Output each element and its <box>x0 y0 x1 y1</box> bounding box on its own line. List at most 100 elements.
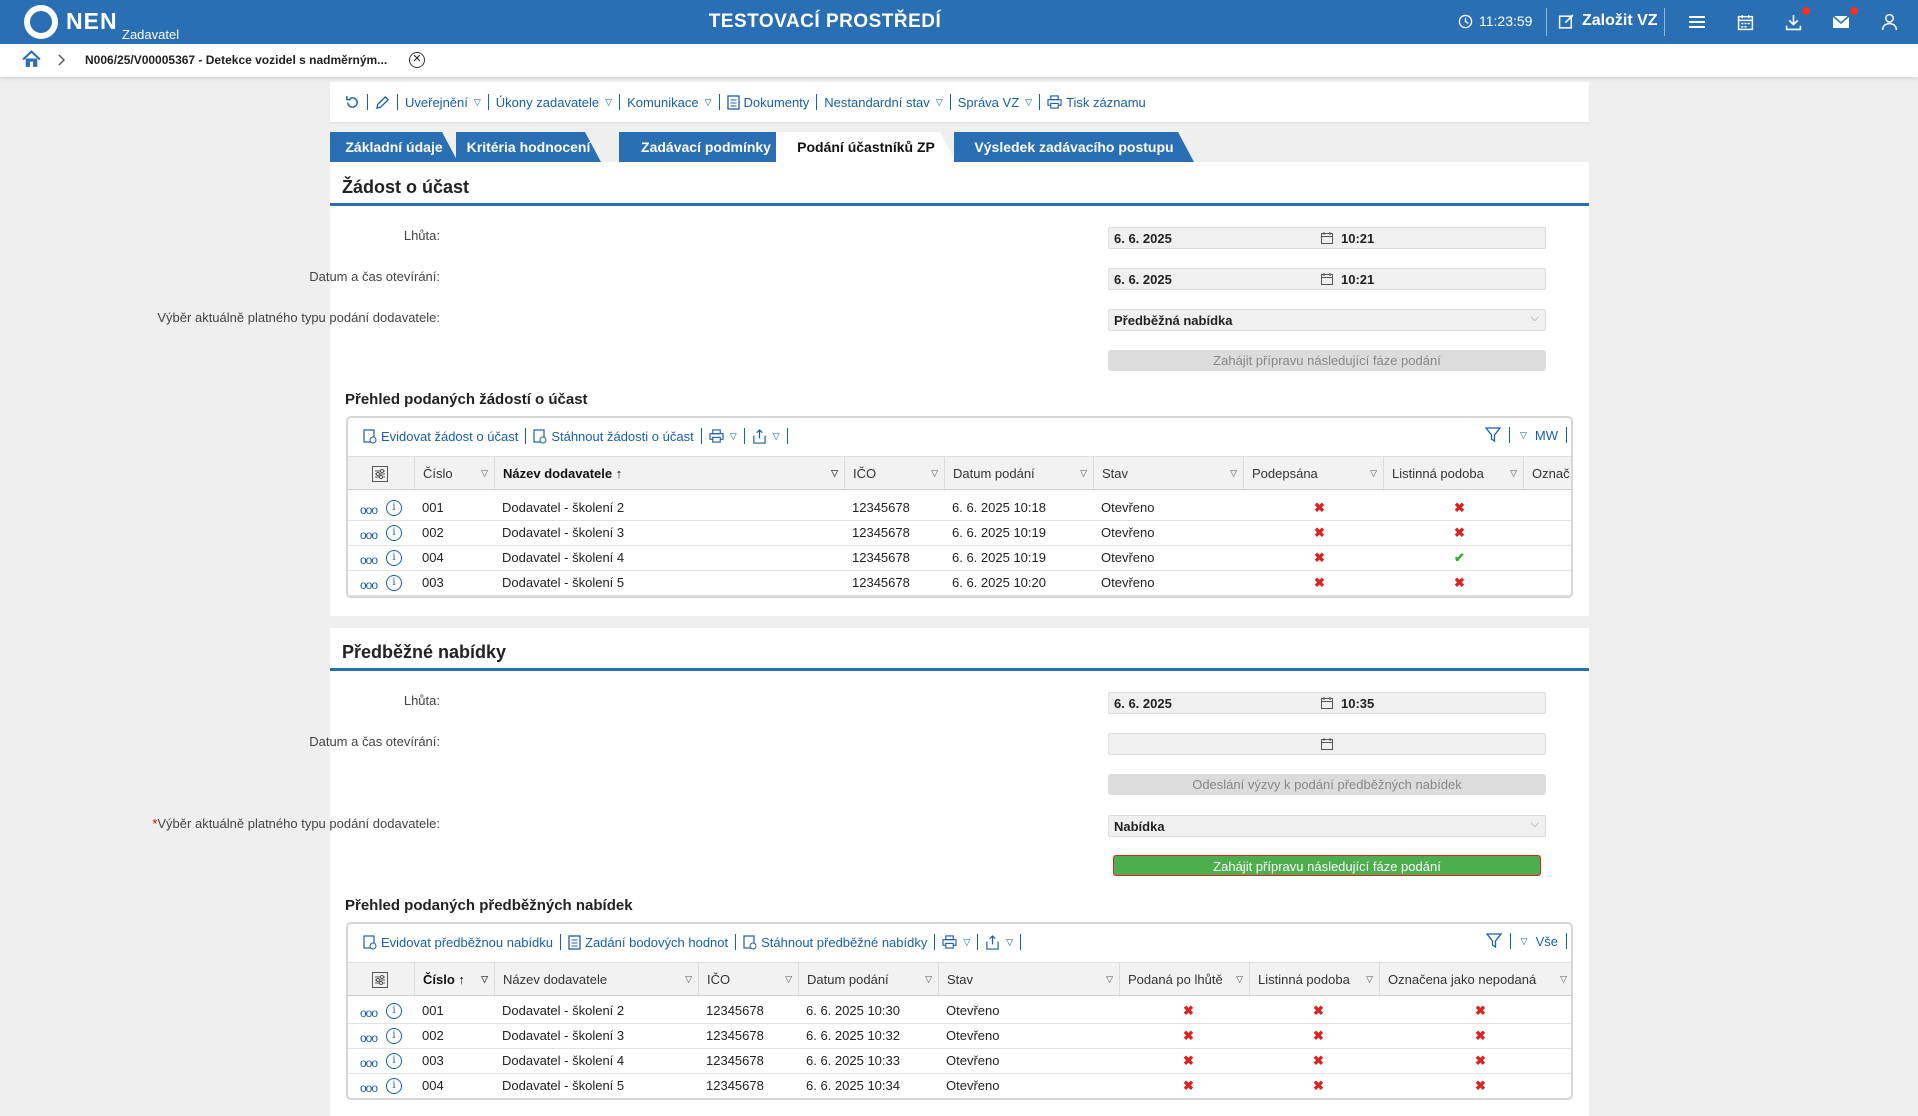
info-icon[interactable]: i <box>386 525 402 541</box>
breadcrumb-item[interactable]: N006/25/V00005367 - Detekce vozidel s na… <box>85 53 388 67</box>
column-header-cislo[interactable]: Číslo ↑ ▽ <box>414 963 494 997</box>
menu-icon[interactable] <box>1686 11 1708 33</box>
user-icon[interactable] <box>1878 11 1900 33</box>
new-vz-button[interactable]: Založit VZ <box>1558 12 1658 30</box>
menu-komunikace[interactable]: Komunikace ▽ <box>620 94 720 110</box>
caret-down-icon[interactable]: ▽ <box>1519 429 1527 440</box>
register-offer-button[interactable]: Evidovat předběžnou nabídku <box>356 934 562 950</box>
column-header-cislo[interactable]: Číslo ▽ <box>414 457 494 491</box>
download-offers-button[interactable]: Stáhnout předběžné nabídky <box>736 934 936 950</box>
table-row[interactable]: ooo i 004 Dodavatel - školení 4 12345678 … <box>348 546 1571 571</box>
calendar-icon[interactable] <box>1321 232 1333 244</box>
column-header-nazev[interactable]: Název dodavatele ▽ <box>494 963 698 997</box>
download-icon[interactable] <box>1782 7 1810 33</box>
export-menu-button[interactable]: ▽ <box>745 428 788 444</box>
calendar-icon[interactable] <box>1321 273 1333 285</box>
start-next-phase-button[interactable]: Zahájit přípravu následující fáze podání <box>1113 855 1541 876</box>
submission-type-select[interactable]: Nabídka ⌵ <box>1108 815 1546 837</box>
more-actions-icon[interactable]: ooo <box>360 1006 378 1020</box>
view-name[interactable]: MW <box>1534 427 1558 443</box>
column-header-ico[interactable]: IČO ▽ <box>698 963 798 997</box>
column-header-nazev[interactable]: Název dodavatele ↑ ▽ <box>494 457 844 491</box>
logo-text[interactable]: NEN <box>66 8 118 34</box>
more-actions-icon[interactable]: ooo <box>360 1031 378 1045</box>
column-header-listinna[interactable]: Listinná podoba ▽ <box>1383 457 1523 491</box>
send-invitation-button[interactable]: Odeslání výzvy k podání předběžných nabí… <box>1108 774 1546 795</box>
table-row[interactable]: ooo i 002 Dodavatel - školení 3 12345678 … <box>348 1024 1571 1049</box>
info-icon[interactable]: i <box>386 1053 402 1069</box>
more-actions-icon[interactable]: ooo <box>360 1081 378 1095</box>
nen-logo-icon[interactable] <box>24 5 58 39</box>
menu-tisk-zaznamu[interactable]: Tisk záznamu <box>1040 94 1153 110</box>
menu-nestandardni-stav[interactable]: Nestandardní stav ▽ <box>817 94 951 110</box>
edit-button[interactable] <box>368 94 398 110</box>
print-menu-button[interactable]: ▽ <box>702 428 745 444</box>
column-header-datum[interactable]: Datum podání ▽ <box>798 963 938 997</box>
section-title: Žádost o účast <box>342 177 470 197</box>
caret-down-icon: ▽ <box>785 974 792 984</box>
more-actions-icon[interactable]: ooo <box>360 553 378 567</box>
print-menu-button[interactable]: ▽ <box>935 934 979 950</box>
enter-points-button[interactable]: Zadání bodových hodnot <box>561 934 737 950</box>
info-icon[interactable]: i <box>386 1003 402 1019</box>
filter-icon[interactable] <box>1484 427 1501 443</box>
menu-uverejneni[interactable]: Uveřejnění ▽ <box>398 94 489 110</box>
tab-zakladni-udaje[interactable]: Základní údaje <box>330 132 458 162</box>
column-header-po-lhute[interactable]: Podaná po lhůtě ▽ <box>1119 963 1249 997</box>
cell-ico: 12345678 <box>706 1028 764 1043</box>
cell-cislo: 003 <box>422 575 444 590</box>
required-marker: * <box>152 816 158 831</box>
tab-podani-ucastniku[interactable]: Podání účastníků ZP <box>776 132 956 162</box>
start-next-phase-button[interactable]: Zahájit přípravu následující fáze podání <box>1108 350 1546 371</box>
table-row[interactable]: ooo i 003 Dodavatel - školení 4 12345678 … <box>348 1049 1571 1074</box>
tab-kriteria-hodnoceni[interactable]: Kritéria hodnocení <box>456 132 601 162</box>
caret-down-icon[interactable]: ▽ <box>1520 935 1528 946</box>
home-icon[interactable] <box>22 50 41 71</box>
calendar-icon[interactable] <box>1321 738 1333 750</box>
info-icon[interactable]: i <box>386 1078 402 1094</box>
menu-dokumenty[interactable]: Dokumenty <box>720 94 818 110</box>
calendar-icon[interactable] <box>1734 11 1756 33</box>
info-icon[interactable]: i <box>386 500 402 516</box>
register-request-button[interactable]: Evidovat žádost o účast <box>356 428 527 444</box>
info-icon[interactable]: i <box>386 1028 402 1044</box>
tab-vysledek-zadavaciho-postupu[interactable]: Výsledek zadávacího postupu <box>954 132 1194 162</box>
column-header-stav[interactable]: Stav ▽ <box>938 963 1119 997</box>
more-actions-icon[interactable]: ooo <box>360 528 378 542</box>
menu-ukony-zadavatele[interactable]: Úkony zadavatele ▽ <box>489 94 621 110</box>
menu-label: Tisk záznamu <box>1066 94 1146 110</box>
download-requests-button[interactable]: Stáhnout žádosti o účast <box>526 428 702 444</box>
more-actions-icon[interactable]: ooo <box>360 1056 378 1070</box>
column-header-nepodana[interactable]: Označena jako nepodaná ▽ <box>1379 963 1571 997</box>
column-header-oznacena[interactable]: Označ <box>1523 457 1571 491</box>
filter-icon[interactable] <box>1485 933 1502 949</box>
info-icon[interactable]: i <box>386 575 402 591</box>
table-row[interactable]: ooo i 004 Dodavatel - školení 5 12345678 … <box>348 1074 1571 1098</box>
close-icon[interactable]: ✕ <box>409 52 425 68</box>
menu-sprava-vz[interactable]: Správa VZ ▽ <box>951 94 1041 110</box>
table-row[interactable]: ooo i 001 Dodavatel - školení 2 12345678 … <box>348 496 1571 521</box>
refresh-button[interactable] <box>338 94 368 110</box>
caret-down-icon: ▽ <box>473 96 481 107</box>
export-menu-button[interactable]: ▽ <box>978 934 1022 950</box>
submission-type-select[interactable]: Předběžná nabídka ⌵ <box>1108 309 1546 331</box>
view-name[interactable]: Vše <box>1535 933 1558 949</box>
column-settings[interactable] <box>348 963 414 997</box>
more-actions-icon[interactable]: ooo <box>360 578 378 592</box>
column-header-podepsana[interactable]: Podepsána ▽ <box>1243 457 1383 491</box>
column-header-datum[interactable]: Datum podání ▽ <box>944 457 1093 491</box>
column-header-ico[interactable]: IČO ▽ <box>844 457 944 491</box>
table-row[interactable]: ooo i 002 Dodavatel - školení 3 12345678 … <box>348 521 1571 546</box>
column-header-listinna[interactable]: Listinná podoba ▽ <box>1249 963 1379 997</box>
calendar-icon[interactable] <box>1321 697 1333 709</box>
column-header-stav[interactable]: Stav ▽ <box>1093 457 1243 491</box>
cell-cislo: 002 <box>422 525 444 540</box>
table-row[interactable]: ooo i 001 Dodavatel - školení 2 12345678 … <box>348 999 1571 1024</box>
caret-down-icon: ▽ <box>1230 468 1237 478</box>
mail-icon[interactable] <box>1830 7 1858 33</box>
more-actions-icon[interactable]: ooo <box>360 503 378 517</box>
table-row[interactable]: ooo i 003 Dodavatel - školení 5 12345678 … <box>348 571 1571 596</box>
column-settings[interactable] <box>348 457 414 491</box>
tab-zadavaci-podminky[interactable]: Zadávací podmínky <box>619 132 793 162</box>
info-icon[interactable]: i <box>386 550 402 566</box>
